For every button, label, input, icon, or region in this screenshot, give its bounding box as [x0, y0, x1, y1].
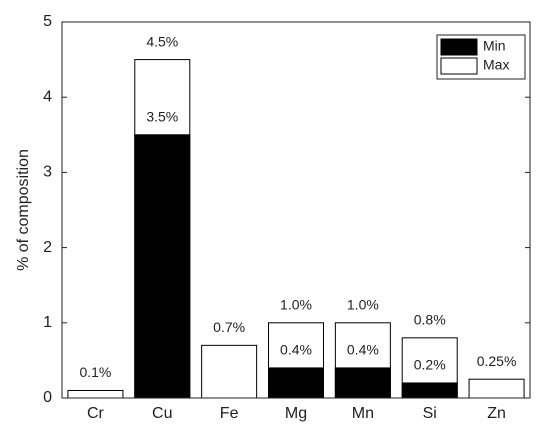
- value-label: 0.25%: [477, 353, 517, 369]
- value-label: 1.0%: [280, 297, 312, 313]
- value-label: 0.1%: [79, 364, 111, 380]
- value-label: 1.0%: [347, 297, 379, 313]
- bar: [401, 382, 458, 399]
- x-tick-label: Cu: [152, 405, 172, 422]
- value-label: 0.2%: [414, 357, 446, 373]
- x-tick-label: Mg: [285, 405, 307, 422]
- bar: [268, 367, 324, 399]
- x-tick-label: Zn: [487, 405, 506, 422]
- bar: [134, 134, 191, 399]
- x-tick-label: Mn: [352, 405, 374, 422]
- y-tick-label: 2: [43, 239, 52, 256]
- legend-swatch: [440, 38, 478, 56]
- x-tick-label: Si: [423, 405, 437, 422]
- y-tick-label: 1: [43, 314, 52, 331]
- value-label: 0.8%: [414, 312, 446, 328]
- y-tick-label: 5: [43, 13, 52, 30]
- value-label: 0.7%: [213, 319, 245, 335]
- bar: [67, 389, 124, 399]
- bar: [201, 344, 258, 399]
- legend-label: Min: [483, 38, 506, 54]
- value-label: 4.5%: [146, 33, 178, 49]
- bar: [468, 378, 525, 399]
- legend-swatch: [440, 57, 478, 75]
- x-tick-label: Fe: [220, 405, 239, 422]
- y-tick-label: 4: [43, 88, 52, 105]
- legend-label: Max: [483, 57, 509, 73]
- value-label: 0.4%: [280, 342, 312, 358]
- y-tick-label: 0: [43, 389, 52, 406]
- axes-frame: [61, 21, 531, 399]
- y-tick-label: 3: [43, 164, 52, 181]
- value-label: 3.5%: [146, 109, 178, 125]
- value-label: 0.4%: [347, 342, 379, 358]
- x-tick-label: Cr: [87, 405, 105, 422]
- y-axis-label: % of composition: [15, 149, 32, 271]
- bar: [334, 367, 391, 399]
